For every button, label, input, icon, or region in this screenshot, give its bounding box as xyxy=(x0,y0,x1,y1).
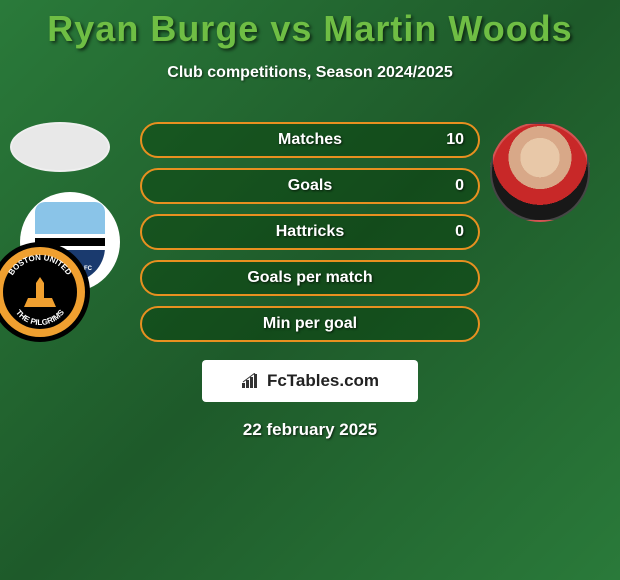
club-right-bottom-text: THE PILGRIMS xyxy=(14,307,66,327)
stat-label: Min per goal xyxy=(263,315,357,333)
stat-label: Goals per match xyxy=(247,269,372,287)
stat-value: 0 xyxy=(455,177,464,195)
stat-bar-goals-per-match: Goals per match xyxy=(140,260,480,296)
stat-bar-hattricks: Hattricks 0 xyxy=(140,214,480,250)
svg-text:THE PILGRIMS: THE PILGRIMS xyxy=(14,307,66,327)
player-left-avatar xyxy=(10,122,110,172)
stat-label: Hattricks xyxy=(276,223,344,241)
stats-column: Matches 10 Goals 0 Hattricks 0 Goals per… xyxy=(140,122,480,352)
comparison-area: EASTLEIGH FC BOSTON UNITED THE PILGRIMS … xyxy=(0,112,620,352)
stat-label: Matches xyxy=(278,131,342,149)
stat-label: Goals xyxy=(288,177,332,195)
footer-date: 22 february 2025 xyxy=(0,420,620,440)
stat-bar-min-per-goal: Min per goal xyxy=(140,306,480,342)
stat-bar-goals: Goals 0 xyxy=(140,168,480,204)
club-right-top-text: BOSTON UNITED xyxy=(7,253,74,277)
stat-value: 0 xyxy=(455,223,464,241)
svg-text:BOSTON UNITED: BOSTON UNITED xyxy=(7,253,74,277)
player-right-avatar xyxy=(490,122,590,222)
stat-bar-matches: Matches 10 xyxy=(140,122,480,158)
logo-text: FcTables.com xyxy=(267,371,379,391)
fctables-logo[interactable]: FcTables.com xyxy=(202,360,418,402)
page-title: Ryan Burge vs Martin Woods xyxy=(0,0,620,50)
stat-value: 10 xyxy=(446,131,464,149)
chart-icon xyxy=(241,373,261,389)
season-subtitle: Club competitions, Season 2024/2025 xyxy=(0,64,620,82)
club-right-badge: BOSTON UNITED THE PILGRIMS xyxy=(0,242,90,342)
